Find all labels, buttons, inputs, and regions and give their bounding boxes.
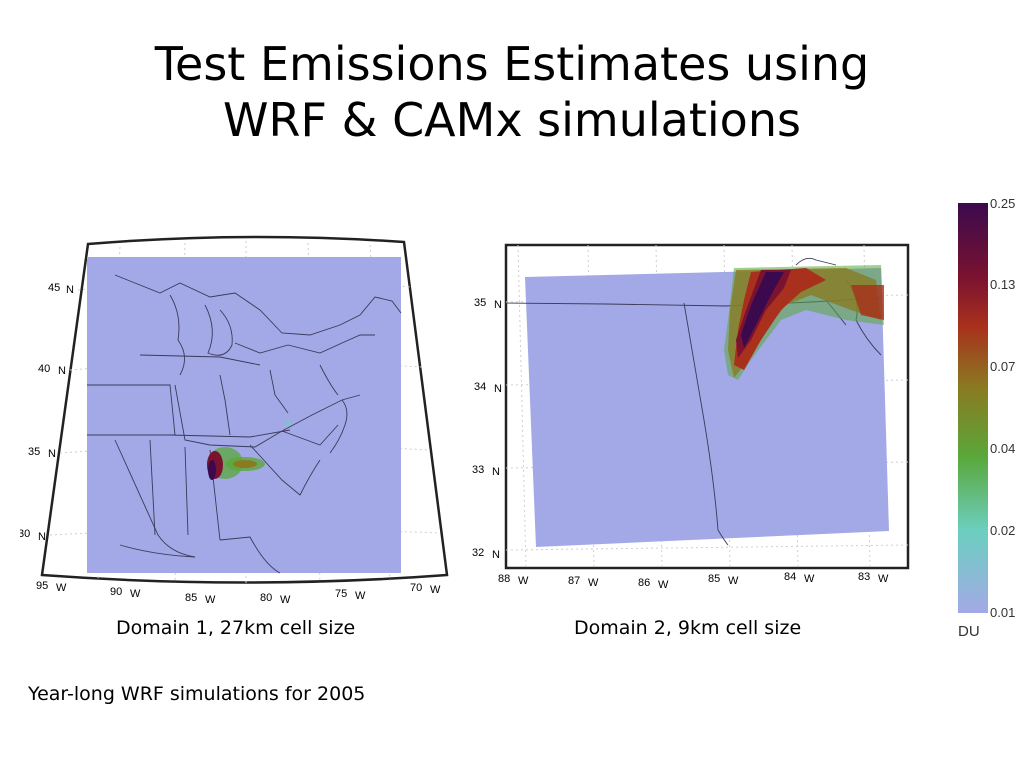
map1-lon-70: 70 — [410, 582, 422, 594]
map1-lat-30: 30 — [20, 528, 30, 540]
map2-lon-87: 87 — [568, 575, 580, 587]
footnote: Year-long WRF simulations for 2005 — [28, 683, 366, 705]
map1-lat-30-n: N — [38, 531, 46, 543]
map2-lon-88: 88 — [498, 573, 510, 585]
map2-lon-84-w: W — [804, 573, 815, 585]
map2-lon-83-w: W — [878, 573, 889, 585]
colorbar-tick-1: 0.13 — [990, 277, 1015, 292]
map1-lat-35: 35 — [28, 446, 40, 458]
map2-lon-86-w: W — [658, 579, 669, 591]
colorbar-tick-2: 0.07 — [990, 359, 1015, 374]
map2-lon-87-w: W — [588, 577, 599, 589]
map2-lat-35: 35 — [474, 297, 486, 309]
map1-lon-90-w: W — [130, 588, 141, 600]
map1-lon-70-w: W — [430, 584, 441, 596]
title-line-2: WRF & CAMx simulations — [223, 93, 801, 147]
map2-lat-33: 33 — [472, 464, 484, 476]
map2-lon-88-w: W — [518, 575, 529, 587]
colorbar-tick-4: 0.02 — [990, 523, 1015, 538]
map1-lat-40-n: N — [58, 365, 66, 377]
domain1-map: 45 N 40 N 35 N 30 N 95 W 90 W 85 W 80 W … — [20, 235, 449, 606]
map2-lon-85: 85 — [708, 573, 720, 585]
map1-lon-75-w: W — [355, 590, 366, 602]
map1-lat-40: 40 — [38, 363, 50, 375]
map1-lon-80-w: W — [280, 594, 291, 606]
map2-lat-33-n: N — [492, 466, 500, 478]
map2-lat-34: 34 — [474, 381, 486, 393]
colorbar: 0.25 0.13 0.07 0.04 0.02 0.01 DU — [958, 196, 1015, 640]
map2-lon-83: 83 — [858, 571, 870, 583]
map2-lon-86: 86 — [638, 577, 650, 589]
map1-lon-95-w: W — [56, 582, 67, 594]
colorbar-unit: DU — [958, 623, 980, 640]
domain2-caption: Domain 2, 9km cell size — [574, 617, 802, 639]
map1-lat-45-n: N — [66, 284, 74, 296]
domain2-map: 35 N 34 N 33 N 32 N 88 W 87 W 86 W 85 W … — [472, 243, 910, 591]
map1-lon-75: 75 — [335, 588, 347, 600]
map2-lat-34-n: N — [494, 383, 502, 395]
map1-domain — [87, 257, 401, 573]
map2-lat-32: 32 — [472, 547, 484, 559]
colorbar-tick-3: 0.04 — [990, 441, 1015, 456]
domain1-caption: Domain 1, 27km cell size — [116, 617, 356, 639]
colorbar-tick-0: 0.25 — [990, 196, 1015, 211]
map2-lat-35-n: N — [494, 299, 502, 311]
map1-lat-35-n: N — [48, 448, 56, 460]
map2-lon-84: 84 — [784, 571, 796, 583]
map2-lon-85-w: W — [728, 575, 739, 587]
map2-domain — [525, 268, 889, 547]
map1-boundaries — [87, 274, 402, 574]
map1-lon-95: 95 — [36, 580, 48, 592]
map1-lon-90: 90 — [110, 586, 122, 598]
map1-plume — [207, 420, 291, 480]
map1-lon-80: 80 — [260, 592, 272, 604]
map1-lat-45: 45 — [48, 282, 60, 294]
slide-title: Test Emissions Estimates using WRF & CAM… — [0, 36, 1024, 148]
map1-lon-85: 85 — [185, 592, 197, 604]
map2-plume — [724, 265, 884, 380]
colorbar-gradient — [958, 203, 988, 613]
map1-lon-85-w: W — [205, 594, 216, 606]
title-line-1: Test Emissions Estimates using — [154, 37, 870, 91]
colorbar-tick-5: 0.01 — [990, 605, 1015, 620]
map2-lat-32-n: N — [492, 549, 500, 561]
